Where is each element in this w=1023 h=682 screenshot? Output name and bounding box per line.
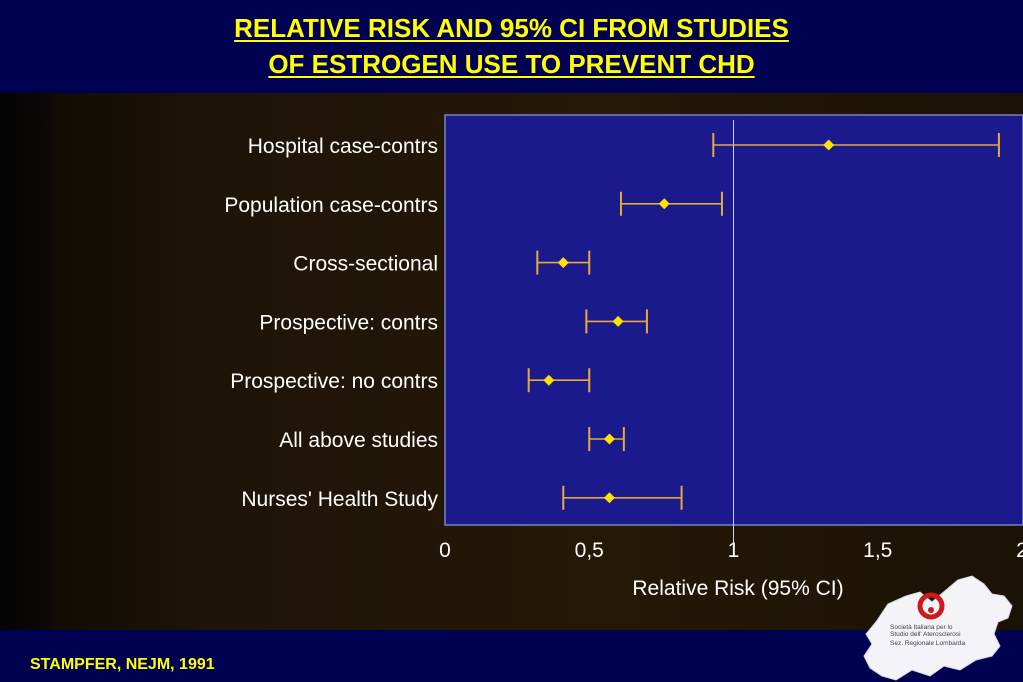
study-row: Cross-sectional: [293, 250, 591, 276]
red-ring-emblem-dot: [928, 607, 934, 613]
study-label: Population case-contrs: [224, 194, 438, 217]
rr-point-marker: [658, 198, 670, 210]
study-label: Prospective: contrs: [259, 311, 438, 334]
logo-text-line-3: Sez. Regionale Lombarda: [890, 640, 966, 647]
study-rows: Hospital case-contrs Population case-cont…: [224, 133, 1000, 511]
reference-citation: STAMPFER, NEJM, 1991: [30, 656, 215, 673]
rr-point-marker: [543, 374, 555, 386]
rr-point-marker: [603, 492, 615, 504]
x-tick-label: 0: [439, 539, 451, 562]
study-row: Nurses' Health Study: [241, 485, 683, 511]
study-label: Hospital case-contrs: [248, 135, 438, 158]
logo-text-line-1: Società Italiana per lo: [890, 624, 953, 631]
x-tick-label: 0,5: [575, 539, 604, 562]
region-map-shape: [863, 575, 1013, 681]
slide-title-line-1: RELATIVE RISK AND 95% CI FROM STUDIES: [234, 13, 789, 43]
x-tick-label: 2: [1016, 539, 1023, 562]
society-logo: Società Italiana per lo Studio dell' Ate…: [860, 572, 1023, 682]
study-label: Prospective: no contrs: [230, 370, 438, 393]
rr-point-marker: [603, 433, 615, 445]
study-row: Prospective: contrs: [259, 309, 648, 334]
rr-point-marker: [612, 315, 624, 327]
study-row: Population case-contrs: [224, 191, 723, 217]
study-row: All above studies: [279, 427, 625, 452]
x-axis-ticks: 0 0,5 1 1,5 2: [439, 539, 1023, 562]
study-label: Nurses' Health Study: [241, 488, 438, 511]
rr-point-marker: [557, 257, 569, 269]
study-row: Prospective: no contrs: [230, 368, 591, 393]
logo-text-line-2: Studio dell' Aterosclerosi: [890, 631, 961, 638]
photo-edge-shadow: [0, 93, 50, 630]
red-ring-emblem-icon: [917, 592, 945, 620]
x-axis-label: Relative Risk (95% CI): [632, 577, 843, 600]
study-label: Cross-sectional: [293, 253, 438, 276]
x-tick-label: 1,5: [863, 539, 892, 562]
slide-title: RELATIVE RISK AND 95% CI FROM STUDIES OF…: [0, 10, 1023, 82]
x-tick-label: 1: [728, 539, 740, 562]
slide-title-line-2: OF ESTROGEN USE TO PREVENT CHD: [268, 49, 755, 79]
lombardy-map-logo: Società Italiana per lo Studio dell' Ate…: [863, 575, 1013, 681]
study-label: All above studies: [279, 429, 438, 452]
study-row: Hospital case-contrs: [248, 133, 1000, 158]
rr-point-marker: [823, 139, 835, 151]
